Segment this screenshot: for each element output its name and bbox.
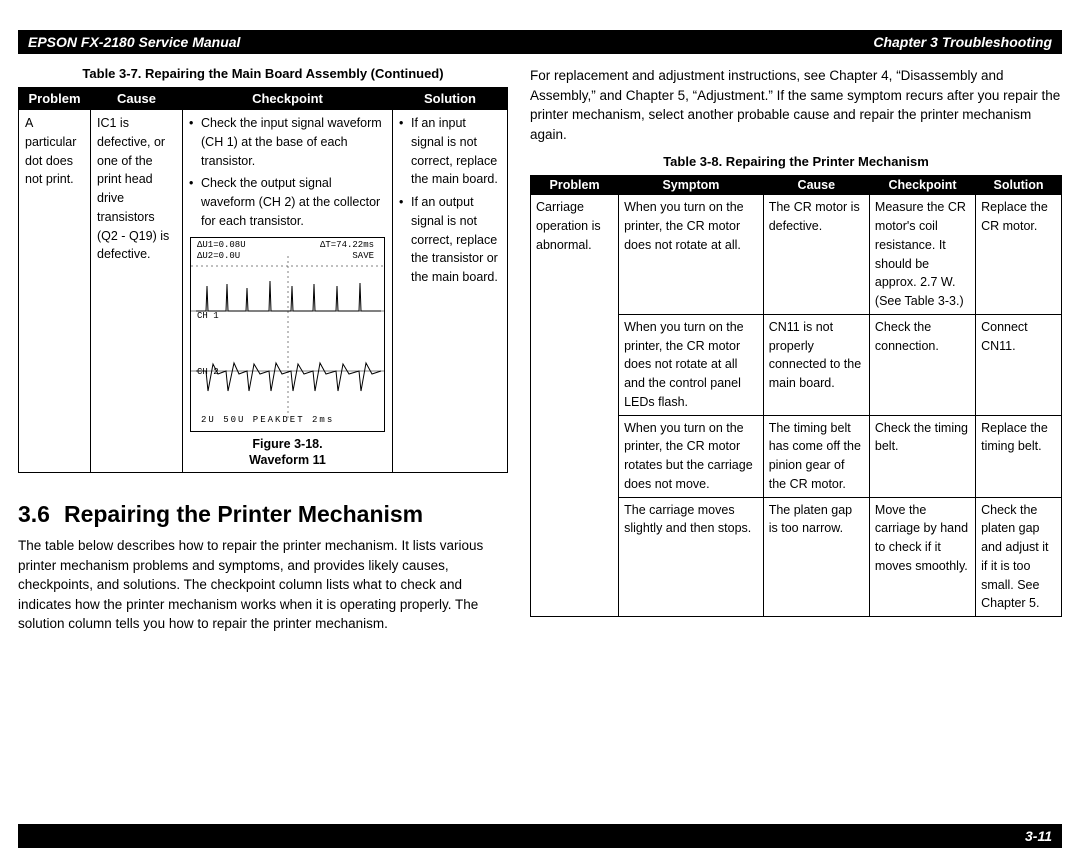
table7-caption: Table 3-7. Repairing the Main Board Asse… <box>18 66 508 81</box>
wf-u1: ΔU1=0.08U <box>197 240 246 250</box>
t7-problem: A particular dot does not print. <box>19 110 91 473</box>
t8-r0-cause: The CR motor is defective. <box>763 195 869 315</box>
table-3-8: Problem Symptom Cause Checkpoint Solutio… <box>530 175 1062 617</box>
footer-bar: 3-11 <box>18 824 1062 848</box>
t8-r0-checkpoint: Measure the CR motor's coil resistance. … <box>869 195 975 315</box>
t8-r2-cause: The timing belt has come off the pinion … <box>763 415 869 497</box>
fig-caption-1: Figure 3-18. <box>252 437 322 451</box>
table-3-7: Problem Cause Checkpoint Solution A part… <box>18 87 508 473</box>
t7-chk-1: Check the input signal waveform (CH 1) a… <box>189 114 386 170</box>
t8-h-cause: Cause <box>763 176 869 195</box>
waveform-svg <box>191 256 385 421</box>
t7-solution: If an input signal is not correct, repla… <box>393 110 508 473</box>
t8-r1-solution: Connect CN11. <box>976 314 1062 415</box>
t8-r3-symptom: The carriage moves slightly and then sto… <box>619 497 764 617</box>
t7-h-problem: Problem <box>19 88 91 110</box>
header-right: Chapter 3 Troubleshooting <box>873 34 1052 50</box>
t8-r0-solution: Replace the CR motor. <box>976 195 1062 315</box>
fig-caption-2: Waveform 11 <box>249 453 326 467</box>
t8-h-symptom: Symptom <box>619 176 764 195</box>
wf-dt: ΔT=74.22ms <box>320 240 374 250</box>
t8-h-checkpoint: Checkpoint <box>869 176 975 195</box>
t8-r0-problem: Carriage operation is abnormal. <box>531 195 619 617</box>
t7-h-cause: Cause <box>91 88 183 110</box>
header-bar: EPSON FX-2180 Service Manual Chapter 3 T… <box>18 30 1062 54</box>
t7-chk-2: Check the output signal waveform (CH 2) … <box>189 174 386 230</box>
t8-h-solution: Solution <box>976 176 1062 195</box>
t7-sol-1: If an input signal is not correct, repla… <box>399 114 501 189</box>
section-num: 3.6 <box>18 501 50 528</box>
t7-sol-2: If an output signal is not correct, repl… <box>399 193 501 287</box>
section-heading: 3.6 Repairing the Printer Mechanism <box>18 501 508 528</box>
right-intro: For replacement and adjustment instructi… <box>530 66 1062 144</box>
t8-r3-cause: The platen gap is too narrow. <box>763 497 869 617</box>
t8-r2-checkpoint: Check the timing belt. <box>869 415 975 497</box>
table8-caption: Table 3-8. Repairing the Printer Mechani… <box>530 154 1062 169</box>
t7-cause: IC1 is defective, or one of the print he… <box>91 110 183 473</box>
header-left: EPSON FX-2180 Service Manual <box>28 34 240 50</box>
t8-r3-solution: Check the platen gap and adjust it if it… <box>976 497 1062 617</box>
t8-r3-checkpoint: Move the carriage by hand to check if it… <box>869 497 975 617</box>
page-number: 3-11 <box>1025 828 1052 844</box>
t7-h-solution: Solution <box>393 88 508 110</box>
section-title: Repairing the Printer Mechanism <box>64 501 423 528</box>
t7-h-checkpoint: Checkpoint <box>183 88 393 110</box>
t8-r1-checkpoint: Check the connection. <box>869 314 975 415</box>
t8-h-problem: Problem <box>531 176 619 195</box>
waveform-figure: ΔU1=0.08U ΔU2=0.0U ΔT=74.22ms SAVE CH 1 … <box>190 237 385 432</box>
section-body: The table below describes how to repair … <box>18 536 508 634</box>
t8-r1-symptom: When you turn on the printer, the CR mot… <box>619 314 764 415</box>
t8-r1-cause: CN11 is not properly connected to the ma… <box>763 314 869 415</box>
t7-checkpoint: Check the input signal waveform (CH 1) a… <box>183 110 393 473</box>
t8-r2-symptom: When you turn on the printer, the CR mot… <box>619 415 764 497</box>
t8-r0-symptom: When you turn on the printer, the CR mot… <box>619 195 764 315</box>
t8-r2-solution: Replace the timing belt. <box>976 415 1062 497</box>
